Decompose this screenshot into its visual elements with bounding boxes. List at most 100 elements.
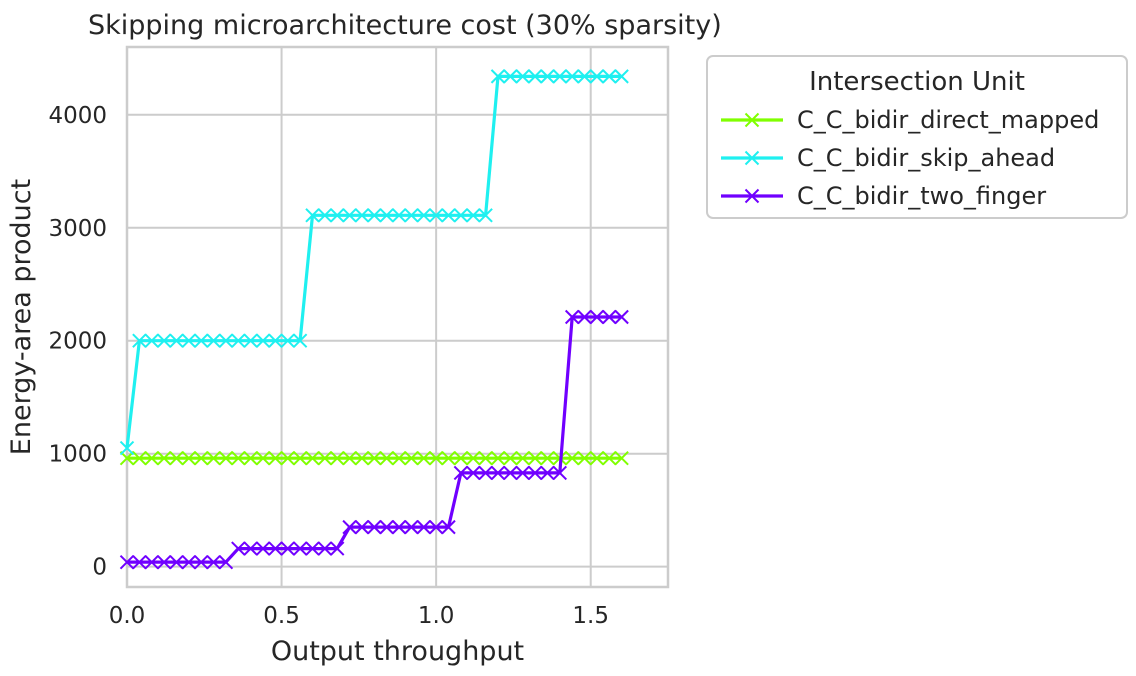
data-point-marker xyxy=(193,333,209,348)
data-point-marker xyxy=(367,208,382,223)
legend-swatch-marker xyxy=(744,112,760,128)
data-point-marker xyxy=(218,451,234,466)
data-point-marker xyxy=(428,519,444,535)
data-point-marker xyxy=(478,451,493,466)
data-point-marker xyxy=(218,333,234,348)
data-point-marker xyxy=(490,451,506,466)
data-point-marker xyxy=(602,451,617,466)
data-point-marker xyxy=(404,451,419,466)
data-point-marker xyxy=(292,333,308,348)
data-point-marker xyxy=(367,451,382,466)
data-point-marker xyxy=(132,451,147,466)
data-point-marker xyxy=(144,554,159,570)
data-point-marker xyxy=(193,554,209,570)
data-point-marker xyxy=(132,554,147,570)
series-line xyxy=(127,315,622,564)
data-point-marker xyxy=(255,541,271,556)
data-point-marker xyxy=(119,440,135,456)
data-point-marker xyxy=(144,451,159,466)
data-point-marker xyxy=(503,451,518,466)
data-point-marker xyxy=(280,451,295,466)
x-tick-label: 1.0 xyxy=(418,603,455,629)
data-point-marker xyxy=(206,451,221,466)
data-point-marker xyxy=(231,541,246,556)
data-point-marker xyxy=(478,208,493,223)
data-point-marker xyxy=(453,465,469,481)
data-point-marker xyxy=(391,208,407,223)
data-point-marker xyxy=(268,333,283,348)
data-point-marker xyxy=(169,333,184,348)
legend-title: Intersection Unit xyxy=(809,67,1025,97)
data-point-marker xyxy=(490,465,506,481)
data-point-marker xyxy=(119,554,135,570)
data-point-marker xyxy=(156,554,172,570)
data-point-marker xyxy=(342,519,357,535)
data-point-marker xyxy=(589,451,605,466)
legend-label: C_C_bidir_direct_mapped xyxy=(797,106,1099,134)
data-point-marker xyxy=(428,208,444,223)
x-tick-label: 0.0 xyxy=(109,603,146,629)
data-point-marker xyxy=(441,208,456,223)
data-point-marker xyxy=(330,451,345,466)
y-tick-label: 1000 xyxy=(48,442,107,468)
legend-label: C_C_bidir_two_finger xyxy=(797,182,1046,210)
data-point-marker xyxy=(614,451,629,466)
data-point-marker xyxy=(552,465,568,481)
data-point-marker xyxy=(317,541,333,556)
data-point-marker xyxy=(503,69,518,84)
data-point-marker xyxy=(453,208,469,223)
data-point-marker xyxy=(169,554,184,570)
data-point-marker xyxy=(330,208,345,223)
data-point-marker xyxy=(305,451,320,466)
data-point-marker xyxy=(243,333,258,348)
data-point-marker xyxy=(292,541,308,556)
data-point-marker xyxy=(181,451,197,466)
legend-item: C_C_bidir_skip_ahead xyxy=(721,144,1055,172)
tick-labels: 0.0 0.5 1.0 1.5 0 1000 2000 3000 4000 xyxy=(48,103,609,629)
x-tick-label: 0.5 xyxy=(263,603,300,629)
data-point-marker xyxy=(132,333,147,348)
legend-items: C_C_bidir_direct_mapped C_C_bidir_skip_ah… xyxy=(721,106,1099,210)
data-point-marker xyxy=(169,451,184,466)
data-point-marker xyxy=(181,554,197,570)
legend-swatch-marker xyxy=(744,188,760,204)
data-point-marker xyxy=(268,451,283,466)
data-point-marker xyxy=(181,333,197,348)
data-point-marker xyxy=(577,69,592,84)
data-point-marker xyxy=(379,451,394,466)
data-point-marker xyxy=(589,69,605,84)
data-point-marker xyxy=(404,208,419,223)
data-point-marker xyxy=(206,554,221,570)
legend-item: C_C_bidir_direct_mapped xyxy=(721,106,1099,134)
data-point-marker xyxy=(317,451,333,466)
data-point-marker xyxy=(515,451,530,466)
data-point-marker xyxy=(614,69,629,84)
data-point-marker xyxy=(280,333,295,348)
legend-label: C_C_bidir_skip_ahead xyxy=(797,144,1055,172)
y-tick-label: 4000 xyxy=(48,103,107,129)
x-tick-label: 1.5 xyxy=(572,603,609,629)
data-point-marker xyxy=(317,208,333,223)
series-C_C_bidir_two_finger xyxy=(119,309,629,570)
data-point-marker xyxy=(466,208,481,223)
data-point-marker xyxy=(527,465,543,481)
data-point-marker xyxy=(156,333,172,348)
data-point-marker xyxy=(527,451,543,466)
y-axis-label: Energy-area product xyxy=(6,179,37,455)
data-point-marker xyxy=(156,451,172,466)
data-point-marker xyxy=(367,519,382,535)
data-point-marker xyxy=(466,451,481,466)
data-point-marker xyxy=(255,451,271,466)
data-point-marker xyxy=(280,541,295,556)
data-point-marker xyxy=(243,451,258,466)
y-tick-label: 0 xyxy=(92,555,107,581)
data-point-marker xyxy=(589,309,605,325)
data-point-marker xyxy=(602,69,617,84)
data-point-marker xyxy=(391,451,407,466)
data-point-marker xyxy=(540,451,555,466)
data-point-marker xyxy=(552,69,568,84)
data-point-marker xyxy=(577,451,592,466)
data-point-marker xyxy=(305,541,320,556)
legend-frame xyxy=(706,55,1128,219)
series-line xyxy=(125,74,622,449)
